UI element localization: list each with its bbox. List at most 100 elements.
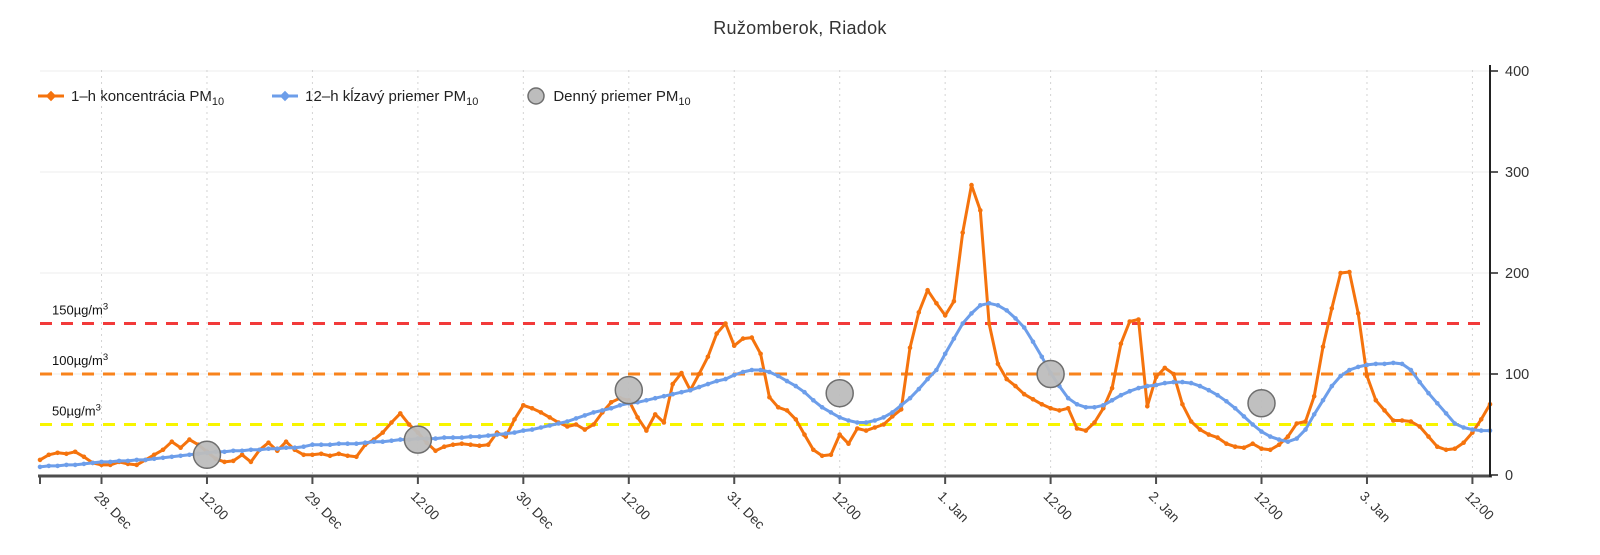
series-point[interactable] xyxy=(371,439,377,445)
series-point[interactable] xyxy=(907,345,913,351)
series-point[interactable] xyxy=(1162,365,1168,371)
series-point[interactable] xyxy=(222,459,227,465)
series-point[interactable] xyxy=(459,441,465,447)
series-point[interactable] xyxy=(1101,403,1106,408)
series-point[interactable] xyxy=(1215,435,1220,440)
series-point[interactable] xyxy=(1435,444,1440,450)
series-point[interactable] xyxy=(565,419,570,424)
series-point[interactable] xyxy=(380,439,386,445)
series-point[interactable] xyxy=(494,432,500,437)
series-point[interactable] xyxy=(1250,441,1255,447)
series-point[interactable] xyxy=(1355,364,1361,370)
series-point[interactable] xyxy=(538,425,544,430)
series-point[interactable] xyxy=(925,376,930,382)
series-point[interactable] xyxy=(547,415,552,420)
series-point[interactable] xyxy=(1232,444,1238,450)
series-point[interactable] xyxy=(934,367,939,373)
series-point[interactable] xyxy=(608,406,614,411)
series-point[interactable] xyxy=(46,452,52,458)
series-point[interactable] xyxy=(433,436,438,441)
series-point[interactable] xyxy=(318,442,324,448)
series-point[interactable] xyxy=(1391,418,1396,423)
series-point[interactable] xyxy=(784,408,790,413)
series-point[interactable] xyxy=(925,287,930,293)
series-point[interactable] xyxy=(1021,325,1027,330)
series-point[interactable] xyxy=(898,407,904,412)
series-point[interactable] xyxy=(1417,424,1422,429)
series-point[interactable] xyxy=(143,457,148,463)
series-point[interactable] xyxy=(477,434,482,439)
series-point[interactable] xyxy=(1206,387,1212,393)
series-point[interactable] xyxy=(222,449,227,455)
series-point[interactable] xyxy=(846,441,851,447)
series-point[interactable] xyxy=(714,378,719,384)
series-point[interactable] xyxy=(1065,395,1071,401)
series-point[interactable] xyxy=(1145,383,1150,389)
series-point[interactable] xyxy=(547,423,552,428)
series-point[interactable] xyxy=(1373,361,1379,367)
series-point[interactable] xyxy=(90,460,95,466)
series-point[interactable] xyxy=(266,440,271,446)
series-point[interactable] xyxy=(485,433,491,438)
series-point[interactable] xyxy=(705,354,711,360)
series-point[interactable] xyxy=(573,416,579,421)
series-point[interactable] xyxy=(1004,376,1009,382)
series-point[interactable] xyxy=(468,434,473,439)
series-point[interactable] xyxy=(1364,373,1370,379)
series-point[interactable] xyxy=(485,442,491,448)
series-point[interactable] xyxy=(600,408,605,413)
series-point[interactable] xyxy=(679,370,684,376)
series-point[interactable] xyxy=(1285,434,1291,439)
series-point[interactable] xyxy=(1224,441,1229,447)
series-point[interactable] xyxy=(1399,361,1405,367)
series-point[interactable] xyxy=(55,450,60,456)
series-point[interactable] xyxy=(872,418,878,423)
series-point[interactable] xyxy=(740,369,746,375)
series-point[interactable] xyxy=(802,432,807,437)
series-point[interactable] xyxy=(1408,419,1414,424)
series-point[interactable] xyxy=(1435,401,1440,406)
series-point[interactable] xyxy=(433,448,438,454)
series-point[interactable] xyxy=(1364,362,1370,368)
series-point[interactable] xyxy=(266,446,271,452)
series-point[interactable] xyxy=(652,412,658,417)
series-point[interactable] xyxy=(644,428,649,433)
series-point[interactable] xyxy=(529,406,535,411)
series-point[interactable] xyxy=(696,371,702,377)
series-point[interactable] xyxy=(1074,402,1080,407)
series-point[interactable] xyxy=(793,383,799,389)
series-point[interactable] xyxy=(696,384,702,390)
series-point[interactable] xyxy=(582,413,588,418)
series-point[interactable] xyxy=(1347,367,1352,373)
series-point[interactable] xyxy=(1268,434,1273,439)
series-point[interactable] xyxy=(1127,319,1132,324)
series-point[interactable] xyxy=(986,321,992,326)
series-point[interactable] xyxy=(1329,383,1335,389)
series-point[interactable] xyxy=(934,301,939,306)
series-point[interactable] xyxy=(1039,402,1045,407)
series-point[interactable] xyxy=(1215,392,1220,398)
series-point[interactable] xyxy=(231,448,236,454)
series-point[interactable] xyxy=(811,447,816,453)
series-point[interactable] xyxy=(275,446,280,452)
series-point[interactable] xyxy=(477,443,482,449)
series-point[interactable] xyxy=(591,422,596,427)
series-point[interactable] xyxy=(134,462,139,468)
series-point[interactable] xyxy=(239,448,245,454)
series-point[interactable] xyxy=(99,459,104,465)
series-point[interactable] xyxy=(960,321,965,326)
legend-item-12h-pm10[interactable]: 12–h kĺzavý priemer PM10 xyxy=(272,88,478,107)
series-point[interactable] xyxy=(1206,432,1212,437)
series-point[interactable] xyxy=(283,439,289,445)
series-point[interactable] xyxy=(389,420,394,425)
series-point[interactable] xyxy=(802,389,807,395)
series-point[interactable] xyxy=(1224,399,1229,404)
series-point[interactable] xyxy=(749,335,755,340)
series-point[interactable] xyxy=(1303,427,1308,432)
daily-average-marker[interactable] xyxy=(1036,359,1065,389)
series-point[interactable] xyxy=(1338,373,1343,379)
series-point[interactable] xyxy=(1153,382,1159,388)
series-point[interactable] xyxy=(1065,406,1071,411)
series-point[interactable] xyxy=(969,182,974,188)
series-point[interactable] xyxy=(775,373,781,379)
